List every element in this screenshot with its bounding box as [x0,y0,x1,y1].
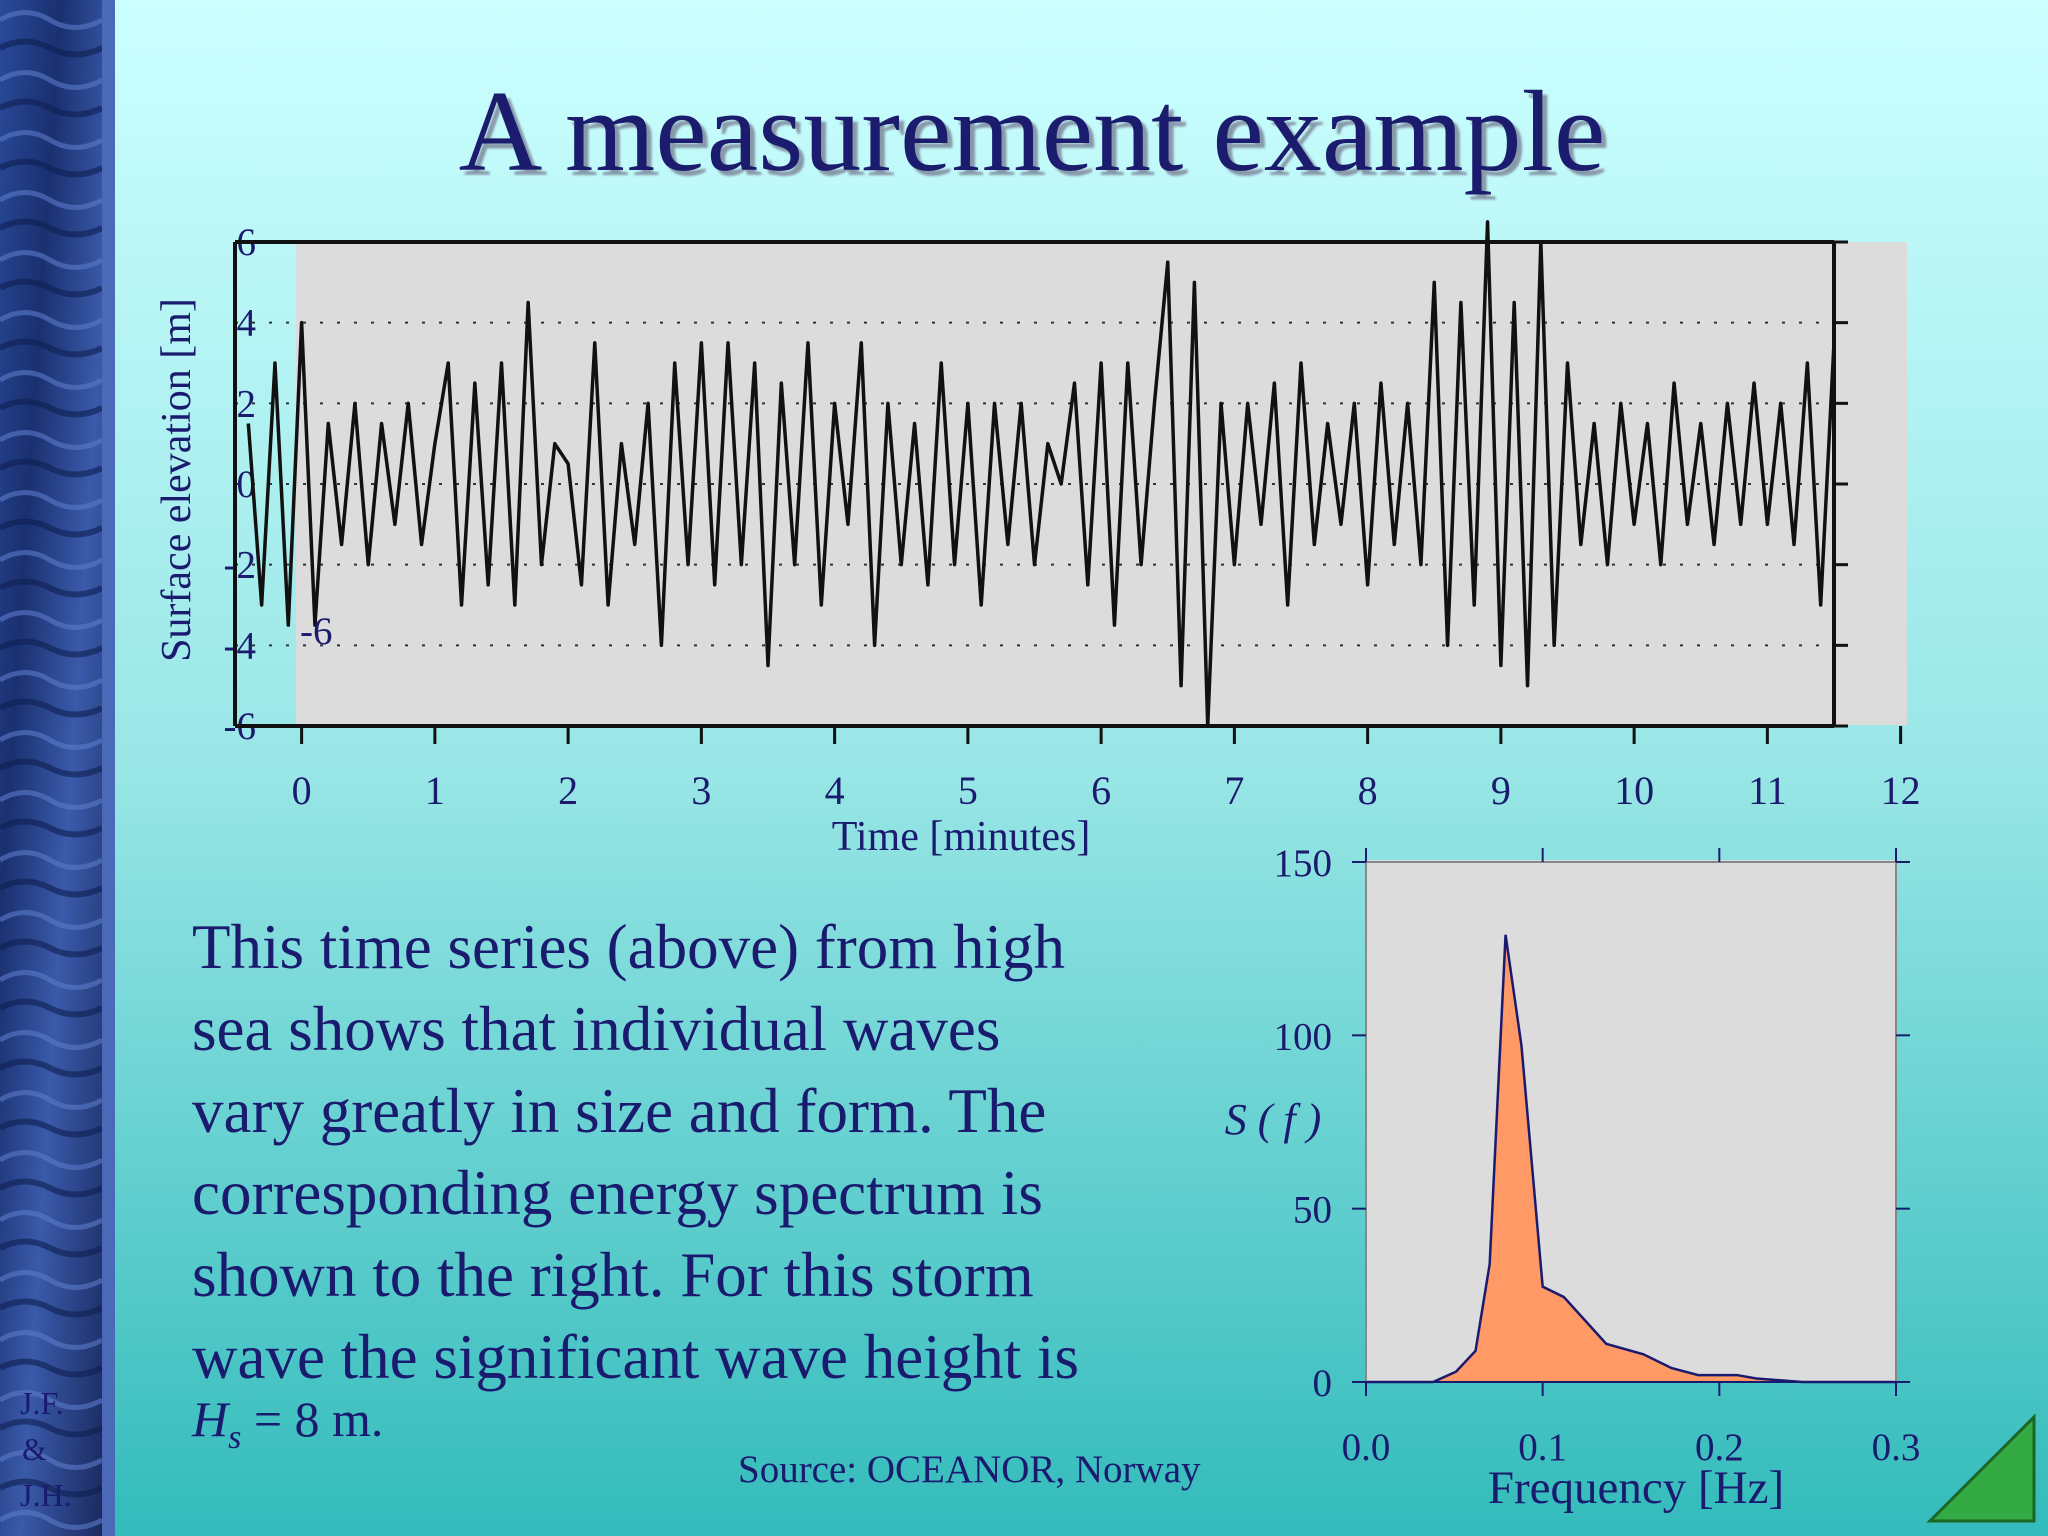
source: Source: OCEANOR, Norway [738,1448,1201,1491]
x-tick-label: 10 [1614,768,1654,813]
plot-background [1366,860,1896,1382]
x-tick-label: 0.0 [1342,1426,1391,1469]
x-tick-label: 0.3 [1872,1426,1921,1469]
x-tick-label: 12 [1881,768,1921,813]
paragraph-line: sea shows that individual waves [192,994,1000,1064]
subscript: s [228,1419,241,1456]
rest: = 8 m. [241,1391,383,1447]
x-tick-label: 9 [1491,768,1511,813]
slide-title: A measurement example [459,68,1606,196]
spectrum-line [1366,934,1896,1384]
y-tick-label: -2 [224,544,257,587]
x-tick-label: 0.1 [1518,1426,1567,1469]
paragraph-line: shown to the right. For this storm [192,1240,1034,1310]
strip-border [102,0,115,1536]
y-tick-label: 2 [237,382,257,425]
x-tick-label: 5 [958,768,978,813]
x-axis-label: Frequency [Hz] [1488,1462,1784,1514]
paragraph-line: corresponding energy spectrum is [192,1158,1043,1228]
paragraph-line: vary greatly in size and form. The [192,1076,1046,1146]
y-tick-label: 100 [1274,1015,1333,1058]
x-tick-label: 1 [425,768,445,813]
annotation: -6 [300,610,333,653]
paragraph-line: This time series (above) from high [192,912,1065,982]
x-tick-label: 0 [292,768,312,813]
author: & [22,1431,47,1467]
series-line [246,220,1836,728]
y-tick-label: 150 [1274,842,1333,885]
author: J.H. [20,1477,72,1513]
x-tick-label: 7 [1224,768,1244,813]
y-axis-label: Surface elevation [m] [154,298,200,662]
paragraph: This time series (above) from high sea sh… [192,912,1079,1392]
x-axis-label: Time [minutes] [832,814,1091,860]
x-tick-label: 6 [1091,768,1111,813]
hs-line: Hs = 8 m. [191,1391,383,1456]
author: J.F. [20,1385,64,1421]
water-texture [0,0,102,1536]
x-tick-label: 4 [825,768,845,813]
x-tick-label: 11 [1748,768,1787,813]
y-tick-label: -4 [224,624,257,667]
x-tick-label: 0.2 [1695,1426,1744,1469]
y-tick-label: 4 [237,302,257,345]
symbol: H [191,1391,231,1447]
y-tick-label: 50 [1293,1189,1332,1232]
spectrum-area [1366,934,1896,1382]
paragraph-line: wave the significant wave height is [192,1322,1079,1392]
x-tick-label: 3 [691,768,711,813]
y-axis-label: S ( f ) [1225,1095,1322,1144]
x-tick-label: 2 [558,768,578,813]
y-tick-label: 0 [1313,1362,1333,1405]
nav-triangle[interactable] [1926,1413,2036,1523]
x-tick-label: 8 [1358,768,1378,813]
